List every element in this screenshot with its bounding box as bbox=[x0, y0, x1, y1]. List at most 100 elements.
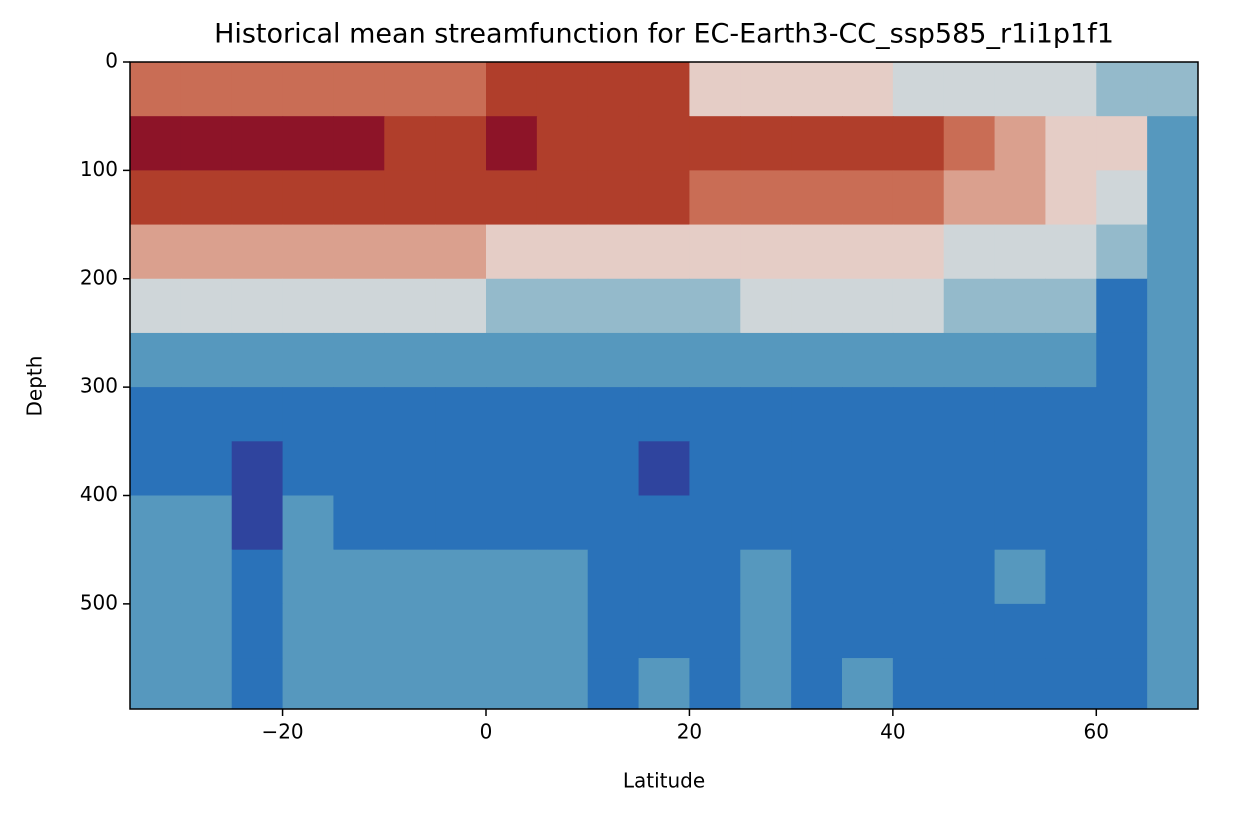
contour-cell bbox=[638, 495, 691, 551]
contour-cell bbox=[587, 170, 640, 226]
contour-cell bbox=[130, 62, 182, 117]
contour-cell bbox=[943, 387, 996, 442]
contour-cell bbox=[842, 332, 894, 388]
contour-cell bbox=[791, 387, 843, 442]
contour-cell bbox=[180, 603, 233, 659]
contour-cell bbox=[791, 495, 843, 551]
contour-cell bbox=[892, 170, 945, 226]
contour-cell bbox=[689, 549, 741, 605]
contour-cell bbox=[1147, 603, 1198, 659]
contour-cell bbox=[689, 116, 741, 171]
contour-cell bbox=[333, 549, 385, 605]
contour-cell bbox=[130, 224, 182, 280]
contour-cell bbox=[231, 387, 284, 442]
contour-cell bbox=[180, 495, 233, 551]
contour-cell bbox=[587, 603, 640, 659]
contour-cell bbox=[536, 332, 589, 388]
contour-cell bbox=[333, 116, 385, 171]
contour-cell bbox=[130, 495, 182, 551]
contour-cell bbox=[435, 603, 487, 659]
contour-cell bbox=[689, 224, 741, 280]
contour-cell bbox=[791, 278, 843, 334]
contour-cell bbox=[435, 387, 487, 442]
contour-cell bbox=[231, 170, 284, 226]
contour-cell bbox=[282, 332, 335, 388]
contour-cell bbox=[587, 278, 640, 334]
contour-cell bbox=[1147, 62, 1198, 117]
contour-cell bbox=[842, 441, 894, 497]
contour-cell bbox=[231, 62, 284, 117]
contour-cell bbox=[791, 658, 843, 709]
contour-cell bbox=[587, 224, 640, 280]
contour-cell bbox=[689, 170, 741, 226]
contour-cell bbox=[486, 116, 538, 171]
contour-cell bbox=[282, 116, 335, 171]
contour-cell bbox=[994, 170, 1047, 226]
contour-cell bbox=[180, 549, 233, 605]
chart-title: Historical mean streamfunction for EC-Ea… bbox=[214, 19, 1114, 50]
contour-cell bbox=[231, 278, 284, 334]
contour-cell bbox=[536, 441, 589, 497]
contour-cell bbox=[435, 278, 487, 334]
contour-cell bbox=[638, 387, 691, 442]
contour-cell bbox=[943, 332, 996, 388]
contour-cell bbox=[1147, 332, 1198, 388]
contour-cell bbox=[740, 116, 792, 171]
contour-cell bbox=[1045, 549, 1097, 605]
contour-cell bbox=[1045, 387, 1097, 442]
contour-cell bbox=[791, 170, 843, 226]
contour-cell bbox=[1147, 116, 1198, 171]
contour-cell bbox=[638, 549, 691, 605]
contour-cell bbox=[892, 116, 945, 171]
contour-cell bbox=[892, 495, 945, 551]
contour-cell bbox=[384, 332, 436, 388]
contour-cell bbox=[435, 441, 487, 497]
contour-cell bbox=[384, 224, 436, 280]
contour-cell bbox=[943, 278, 996, 334]
contour-cell bbox=[638, 170, 691, 226]
contour-cell bbox=[791, 62, 843, 117]
contour-cell bbox=[1096, 387, 1148, 442]
contour-cell bbox=[689, 441, 741, 497]
contour-cell bbox=[587, 116, 640, 171]
contour-cell bbox=[1096, 332, 1148, 388]
y-tick-label: 300 bbox=[80, 374, 118, 398]
contour-cell bbox=[1045, 441, 1097, 497]
contour-cell bbox=[486, 658, 538, 709]
contour-cell bbox=[282, 278, 335, 334]
contour-cell bbox=[791, 224, 843, 280]
contour-cell bbox=[892, 62, 945, 117]
contour-cell bbox=[1096, 170, 1148, 226]
contour-cell bbox=[384, 549, 436, 605]
contour-cell bbox=[587, 495, 640, 551]
contour-cell bbox=[791, 116, 843, 171]
contour-cell bbox=[180, 387, 233, 442]
contour-cell bbox=[486, 387, 538, 442]
contour-cell bbox=[740, 441, 792, 497]
contour-cell bbox=[1096, 62, 1148, 117]
contour-cell bbox=[282, 387, 335, 442]
contour-cell bbox=[1045, 278, 1097, 334]
contour-cell bbox=[180, 658, 233, 709]
contour-cell bbox=[282, 224, 335, 280]
x-tick-label: 0 bbox=[480, 720, 493, 744]
contour-cell bbox=[231, 332, 284, 388]
contour-cell bbox=[180, 332, 233, 388]
contour-cell bbox=[231, 603, 284, 659]
contour-cell bbox=[486, 441, 538, 497]
contour-cell bbox=[892, 224, 945, 280]
contour-cell bbox=[842, 116, 894, 171]
contour-cell bbox=[333, 658, 385, 709]
contour-cell bbox=[943, 224, 996, 280]
contour-cell bbox=[740, 62, 792, 117]
contour-cell bbox=[994, 441, 1047, 497]
contour-cell bbox=[689, 603, 741, 659]
contour-cell bbox=[435, 224, 487, 280]
contour-field bbox=[130, 62, 1198, 709]
contour-cell bbox=[384, 495, 436, 551]
contour-cell bbox=[943, 116, 996, 171]
contour-cell bbox=[231, 549, 284, 605]
contour-cell bbox=[536, 170, 589, 226]
contour-cell bbox=[892, 387, 945, 442]
contour-cell bbox=[892, 603, 945, 659]
